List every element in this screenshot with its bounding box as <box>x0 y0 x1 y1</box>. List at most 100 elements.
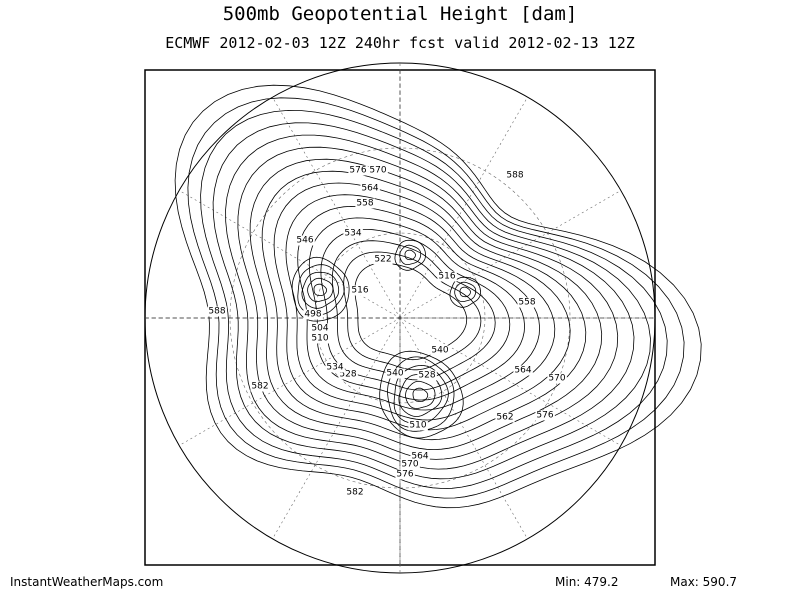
meridian <box>179 317 401 446</box>
low-contour <box>379 350 464 439</box>
label-bg <box>348 165 368 176</box>
height-contour <box>249 158 603 451</box>
contour-label: 510 <box>311 334 328 344</box>
height-contour <box>331 240 496 381</box>
contour-label: 558 <box>518 298 535 308</box>
label-bg <box>513 365 533 376</box>
low-contour <box>412 387 429 402</box>
height-contour <box>261 170 587 441</box>
low-contour <box>454 281 477 302</box>
label-bg <box>373 254 393 265</box>
contour-label: 516 <box>351 286 368 296</box>
label-bg <box>430 345 450 356</box>
title: 500mb Geopotential Height [dam] <box>223 3 578 25</box>
label-bg <box>303 309 323 320</box>
height-contour <box>225 134 635 470</box>
label-bg <box>385 368 405 379</box>
label-bg <box>517 297 537 308</box>
label-bg <box>368 165 388 176</box>
low-contour <box>459 286 471 298</box>
contours <box>174 84 702 509</box>
contour-label: 510 <box>409 421 426 431</box>
contour-label: 540 <box>431 346 448 356</box>
low-contour <box>313 283 327 296</box>
label-bg <box>437 271 457 282</box>
contour-label: 576 <box>396 470 413 480</box>
label-bg <box>535 410 555 421</box>
min-value: Min: 479.2 <box>555 575 619 589</box>
subtitle: ECMWF 2012-02-03 12Z 240hr fcst valid 20… <box>165 34 635 52</box>
label-bg <box>547 373 567 384</box>
label-bg <box>395 469 415 480</box>
contour-label: 570 <box>401 460 418 470</box>
label-bg <box>338 369 358 380</box>
contour-label: 576 <box>536 411 553 421</box>
label-bg <box>505 170 525 181</box>
height-contour <box>354 262 468 361</box>
contour-labels: 576 5705645585345465225165164985045105285… <box>207 165 567 498</box>
contour-label: 582 <box>346 488 363 498</box>
low-contour <box>404 249 416 261</box>
contour-label: 564 <box>411 452 428 462</box>
contour-label: 588 <box>506 171 523 181</box>
meridian <box>399 190 621 319</box>
label-bg <box>417 370 437 381</box>
height-contour <box>200 109 668 489</box>
contour-label: 534 <box>326 363 343 373</box>
contour-label: 588 <box>208 307 225 317</box>
contour-label: 558 <box>356 199 373 209</box>
label-bg <box>207 306 227 317</box>
contour-label: 576 <box>349 166 366 176</box>
height-contour <box>273 182 571 431</box>
low-contour <box>307 277 334 303</box>
label-bg <box>345 487 365 498</box>
low-contour <box>301 271 340 309</box>
low-contour <box>449 276 482 308</box>
label-bg <box>355 198 375 209</box>
label-bg <box>343 228 363 239</box>
contour-label: 540 <box>386 369 403 379</box>
label-bg <box>310 323 330 334</box>
label-bg <box>410 451 430 462</box>
height-contour <box>343 251 482 371</box>
low-contour <box>291 256 350 322</box>
low-contour <box>297 264 345 316</box>
source: InstantWeatherMaps.com <box>10 575 163 589</box>
contour-label: 534 <box>344 229 361 239</box>
low-contour <box>387 356 455 432</box>
contour-label: 564 <box>361 184 378 194</box>
contour-label: 546 <box>296 236 313 246</box>
label-bg <box>408 420 428 431</box>
contour-label: 504 <box>311 324 328 334</box>
label-bg <box>350 285 370 296</box>
label-bg <box>295 235 315 246</box>
contour-label: 528 <box>339 370 356 380</box>
height-contour <box>237 146 619 460</box>
low-contour <box>399 244 422 265</box>
contour-label: 570 <box>548 374 565 384</box>
contour-label: 564 <box>514 366 531 376</box>
meridian <box>272 97 401 319</box>
label-bg <box>360 183 380 194</box>
low-contour <box>393 364 449 425</box>
label-bg <box>400 459 420 470</box>
contour-label: 570 <box>369 166 386 176</box>
contour-label: 562 <box>496 413 513 423</box>
contour-label: 498 <box>304 310 321 320</box>
height-contour <box>212 122 651 480</box>
label-bg <box>325 362 345 373</box>
contour-label: 582 <box>251 382 268 392</box>
contour-label: 522 <box>374 255 391 265</box>
contour-label: 516 <box>438 272 455 282</box>
label-bg <box>310 333 330 344</box>
max-value: Max: 590.7 <box>670 575 737 589</box>
label-bg <box>250 381 270 392</box>
low-contour <box>394 239 427 271</box>
contour-label: 528 <box>418 371 435 381</box>
label-bg <box>495 412 515 423</box>
meridian <box>272 317 401 539</box>
meridian <box>179 190 401 319</box>
low-contour <box>405 380 436 409</box>
